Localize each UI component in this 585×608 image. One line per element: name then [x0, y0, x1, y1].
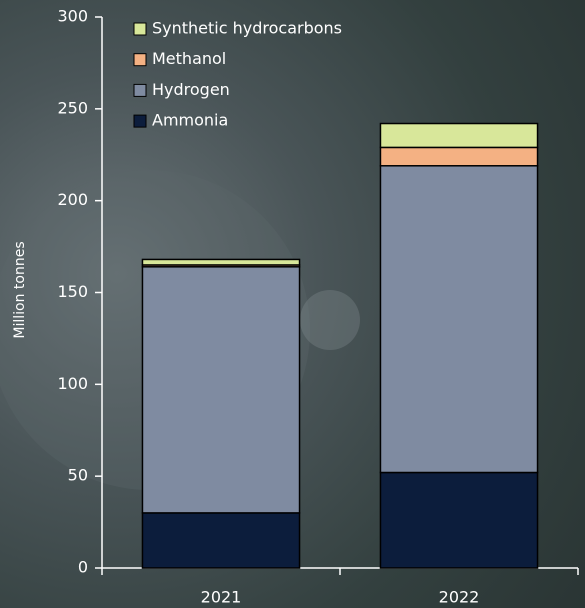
bar-segment [380, 124, 537, 148]
bar-segment [142, 259, 299, 265]
x-tick-label: 2021 [201, 588, 242, 607]
y-tick-label: 200 [57, 190, 88, 209]
y-tick-label: 100 [57, 374, 88, 393]
legend-swatch [134, 84, 146, 96]
y-tick-label: 150 [57, 282, 88, 301]
legend-swatch [134, 115, 146, 127]
chart: Million tonnes 0 50 100 150 200 250 300 2021 202… [0, 0, 585, 608]
legend-label: Synthetic hydrocarbons [152, 19, 342, 38]
bar-segment [380, 147, 537, 165]
legend-label: Hydrogen [152, 80, 230, 99]
y-axis-label: Million tonnes [12, 241, 28, 338]
x-tick-label: 2022 [439, 588, 480, 607]
y-tick-label: 300 [57, 7, 88, 26]
y-tick-label: 50 [68, 466, 88, 485]
bar-segment [142, 267, 299, 513]
bar-segment [142, 513, 299, 568]
legend-label: Ammonia [152, 111, 228, 130]
bar-segment [380, 166, 537, 473]
page: Million tonnes 0 50 100 150 200 250 300 2021 202… [0, 0, 585, 608]
legend-label: Methanol [152, 49, 226, 68]
legend-swatch [134, 54, 146, 66]
legend-swatch [134, 23, 146, 35]
y-tick-label: 0 [78, 558, 88, 577]
y-tick-label: 250 [57, 98, 88, 117]
background-shape [300, 290, 360, 350]
bar-segment [380, 472, 537, 568]
